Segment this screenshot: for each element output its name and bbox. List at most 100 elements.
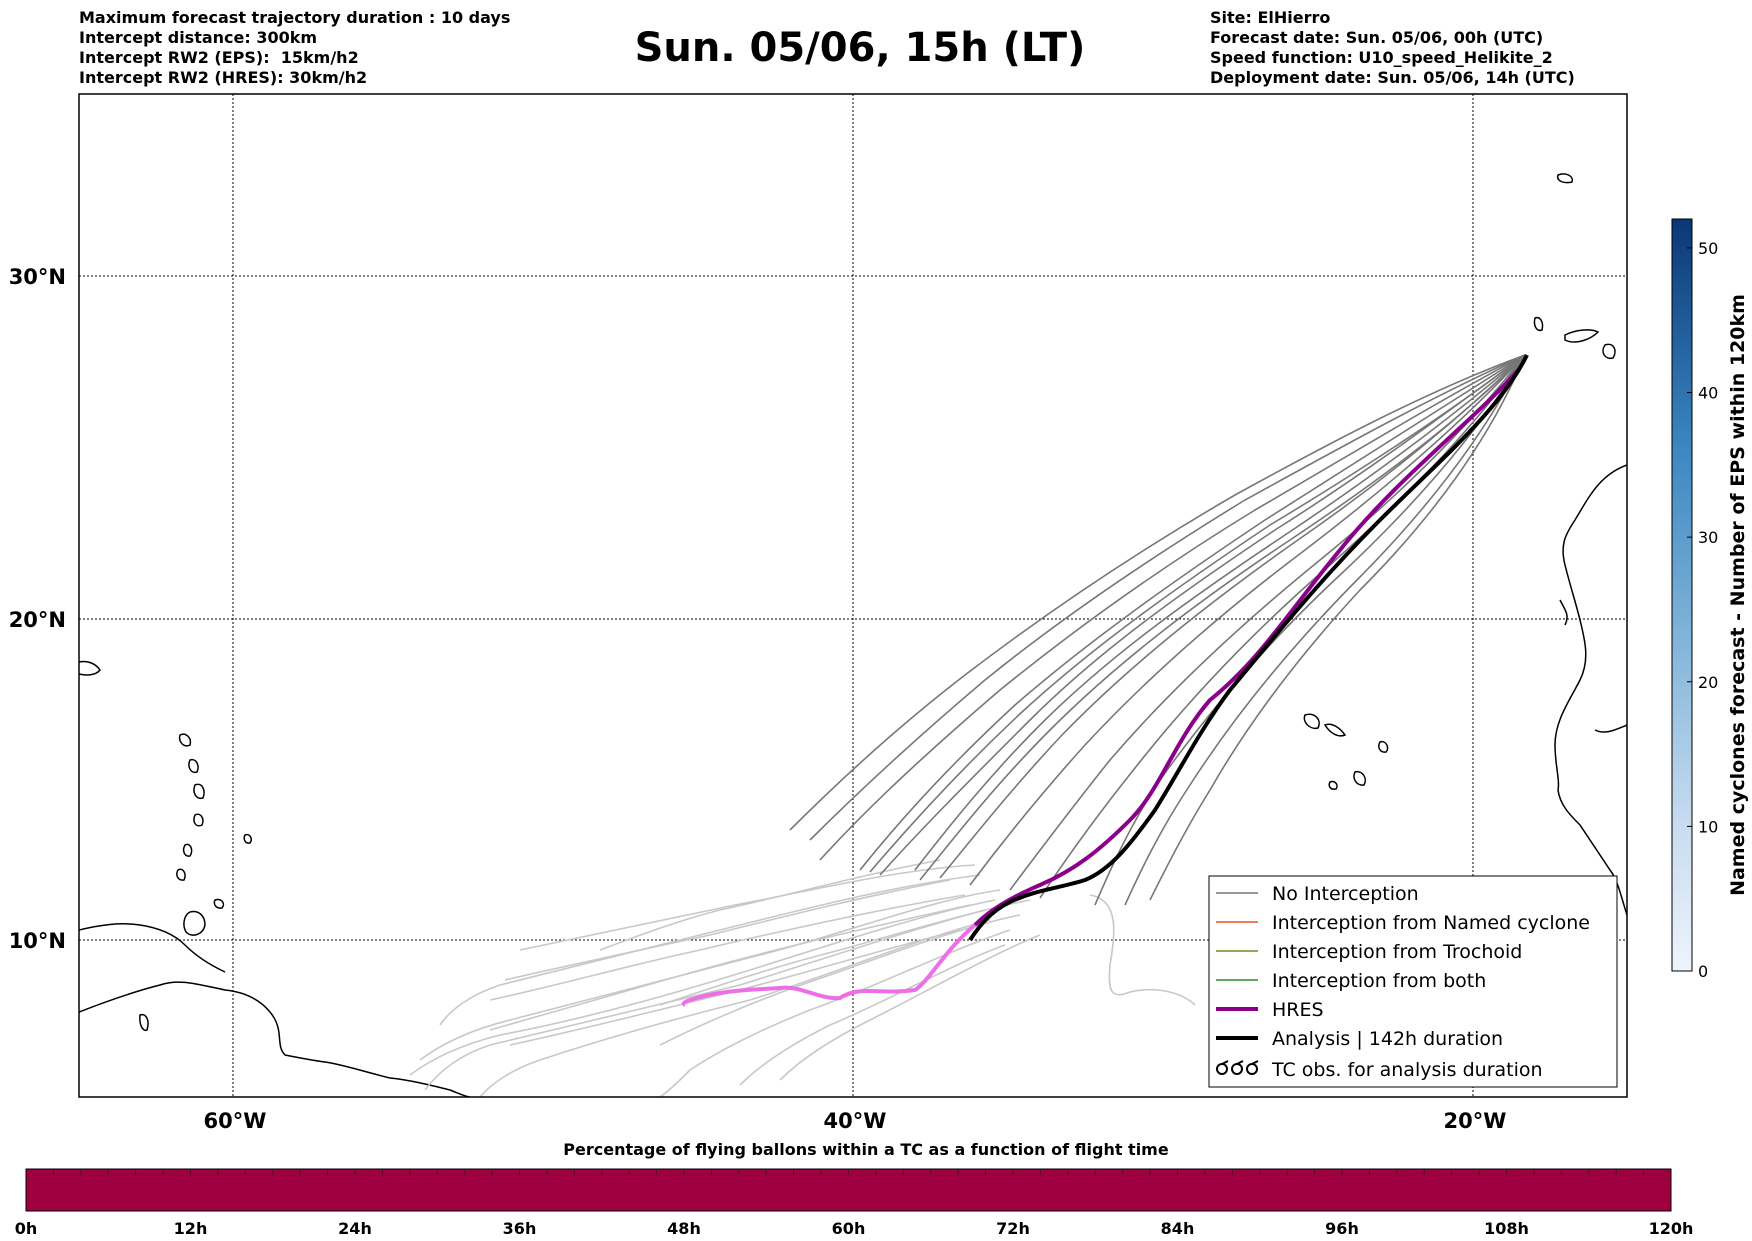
timebar-tick-label: 48h [667, 1219, 701, 1238]
page-title: Sun. 05/06, 15h (LT) [634, 25, 1086, 71]
trajectory [439, 874, 981, 1026]
trajectory [914, 354, 1526, 871]
coast-venezuela-north [79, 923, 226, 973]
colorbar-label: Named cyclones forecast - Number of EPS … [1727, 294, 1749, 896]
timebar-tick-label: 120h [1649, 1219, 1694, 1238]
header-left-line-2: Intercept distance: 300km [79, 28, 318, 47]
trajectory [819, 354, 1526, 861]
legend-label-analysis: Analysis | 142h duration [1272, 1028, 1503, 1050]
trajectory [1094, 354, 1526, 906]
lat-tick-10n: 10°N [9, 929, 66, 953]
legend-label-both: Interception from both [1272, 970, 1486, 992]
timebar-tick-label: 108h [1484, 1219, 1529, 1238]
hres-trajectory [681, 366, 1522, 1007]
trajectory [519, 864, 976, 951]
tc-symbols-icon [1216, 1060, 1259, 1075]
colorbar-tick-label: 0 [1698, 962, 1708, 981]
timebar: Percentage of flying ballons within a TC… [15, 1140, 1694, 1238]
coast-lesser-antilles-1 [178, 733, 192, 747]
coast-madeira [1556, 173, 1574, 184]
timebar-fill [25, 1168, 1672, 1212]
legend-label-named-cyclone: Interception from Named cyclone [1272, 912, 1590, 934]
timebar-tick-label: 72h [996, 1219, 1030, 1238]
hres-late-segment [681, 923, 977, 1007]
colorbar-tick-label: 20 [1698, 673, 1718, 692]
timebar-ticks: 0h 12h 24h 36h 48h 60h 72h 84h 96h 108h 120h [15, 1219, 1694, 1238]
legend-box [1208, 875, 1618, 1088]
trajectory [879, 354, 1526, 876]
trajectory [1009, 354, 1526, 891]
colorbar-tick-label: 10 [1698, 817, 1718, 836]
coast-puerto-rico [79, 660, 101, 676]
header-right-line-1: Site: ElHierro [1210, 8, 1331, 27]
trajectory [1039, 354, 1526, 899]
coast-trinidad [183, 910, 206, 936]
coast-lesser-antilles-5 [182, 843, 193, 857]
legend-label-hres: HRES [1272, 999, 1324, 1021]
header-left-line-1: Maximum forecast trajectory duration : 1… [79, 8, 511, 27]
timebar-tick-label: 0h [15, 1219, 38, 1238]
trajectory [809, 354, 1526, 841]
header-right-line-2: Forecast date: Sun. 05/06, 00h (UTC) [1210, 28, 1544, 47]
coast-cape-verde-4 [1353, 770, 1367, 786]
timebar-tick-label: 60h [832, 1219, 866, 1238]
timebar-tick-label: 84h [1161, 1219, 1195, 1238]
trajectory [869, 354, 1526, 873]
legend-label-tc-obs: TC obs. for analysis duration [1271, 1059, 1543, 1081]
lat-tick-20n: 20°N [9, 608, 66, 632]
hres-early-segment [973, 366, 1522, 927]
trajectory [509, 929, 961, 1046]
coast-cape-verde-1 [1303, 713, 1320, 730]
trajectory [919, 354, 1526, 881]
colorbar-tick-label: 40 [1698, 384, 1718, 403]
coast-cape-verde-2 [1323, 723, 1347, 737]
trajectory [859, 354, 1526, 871]
trajectory [599, 859, 941, 951]
colorbar-ticks: 0 10 20 30 40 50 [1687, 239, 1718, 981]
legend: No Interception Interception from Named … [1208, 875, 1618, 1088]
coast-lesser-antilles-3 [193, 783, 205, 800]
timebar-tick-label: 36h [503, 1219, 537, 1238]
legend-label-trochoid: Interception from Trochoid [1272, 941, 1522, 963]
coast-barbados [243, 833, 252, 844]
trajectory [659, 929, 1011, 1097]
timebar-tick-label: 12h [174, 1219, 208, 1238]
eps-trajectories-early [789, 354, 1526, 906]
timebar-tick-label: 24h [338, 1219, 372, 1238]
coastlines [79, 173, 1627, 1097]
trajectory [1089, 894, 1196, 1006]
coast-africa [1554, 464, 1627, 916]
coast-canary-islands-2 [1564, 329, 1600, 343]
trajectory [504, 879, 951, 981]
lat-tick-30n: 30°N [9, 265, 66, 289]
timebar-gridlines [52, 1169, 1645, 1175]
coast-lesser-antilles-2 [188, 758, 199, 774]
header-left-line-3: Intercept RW2 (EPS): 15km/h2 [79, 48, 359, 67]
map-frame [78, 93, 1628, 1098]
header-left-line-4: Intercept RW2 (HRES): 30km/h2 [79, 68, 368, 87]
coast-cape-verde-5 [1328, 780, 1338, 790]
coast-africa-bays [1559, 599, 1627, 733]
lon-tick-20w: 20°W [1444, 1109, 1507, 1133]
trajectory [489, 904, 971, 1031]
coast-south-america [79, 981, 471, 1097]
trajectory [789, 354, 1526, 831]
trajectory [969, 354, 1526, 886]
lon-tick-40w: 40°W [824, 1109, 887, 1133]
trajectory [409, 899, 996, 1076]
trajectory [1149, 354, 1526, 901]
timebar-title: Percentage of flying ballons within a TC… [563, 1140, 1169, 1159]
trajectory [479, 919, 991, 1097]
colorbar-tick-label: 50 [1698, 239, 1718, 258]
header-right-line-4: Deployment date: Sun. 05/06, 14h (UTC) [1210, 68, 1575, 87]
timebar-tick-label: 96h [1325, 1219, 1359, 1238]
header-right-line-3: Speed function: U10_speed_Helikite_2 [1210, 48, 1553, 67]
colorbar-gradient [1671, 218, 1693, 972]
coast-lesser-antilles-6 [176, 868, 186, 881]
trajectory [939, 354, 1526, 879]
trajectory [659, 899, 1031, 1006]
colorbar: 0 10 20 30 40 50 Named cyclones forecast - Nu… [1671, 218, 1749, 981]
coast-lesser-antilles-4 [193, 813, 204, 827]
legend-label-no-interception: No Interception [1272, 883, 1419, 905]
